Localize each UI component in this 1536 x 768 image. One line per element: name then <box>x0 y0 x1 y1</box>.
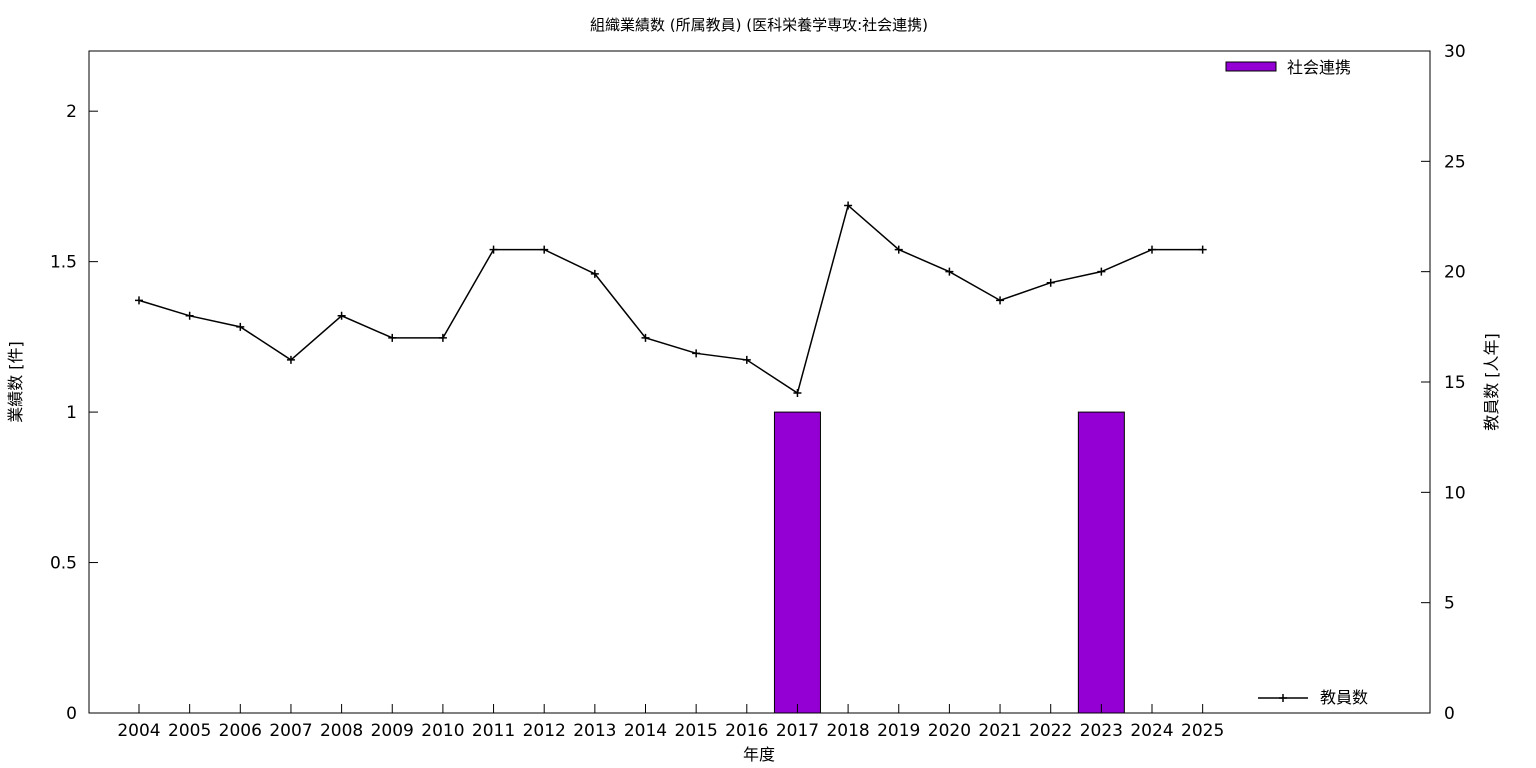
y2-tick-label: 15 <box>1444 373 1466 393</box>
point-marker <box>844 201 853 210</box>
x-tick-label: 2019 <box>877 721 920 741</box>
x-tick-label: 2006 <box>219 721 262 741</box>
point-marker <box>1097 267 1106 276</box>
x-tick-label: 2010 <box>421 721 464 741</box>
series-line <box>138 204 1203 395</box>
point-marker <box>489 245 498 254</box>
x-tick-label: 2023 <box>1080 721 1123 741</box>
point-marker <box>185 311 194 320</box>
point-marker <box>1148 245 1156 254</box>
x-tick-label: 2013 <box>573 721 616 741</box>
point-marker <box>742 355 751 364</box>
y2-tick-label: 0 <box>1444 704 1455 724</box>
x-tick-label: 2022 <box>1029 721 1072 741</box>
y2-tick-label: 20 <box>1444 263 1466 283</box>
point-marker <box>692 349 701 358</box>
x-tick-label: 2024 <box>1130 721 1173 741</box>
x-tick-label: 2009 <box>371 721 414 741</box>
point-marker <box>894 245 903 254</box>
x-tick-label: 2017 <box>776 721 819 741</box>
x-tick-label: 2012 <box>523 721 566 741</box>
point-marker <box>540 245 549 254</box>
point-marker <box>793 389 802 398</box>
point-marker <box>438 333 447 342</box>
point-marker <box>1198 245 1207 254</box>
x-axis-label: 年度 <box>743 745 775 764</box>
x-tick-label: 2025 <box>1181 721 1224 741</box>
point-marker <box>236 322 245 331</box>
point-marker <box>945 267 954 276</box>
x-tick-label: 2018 <box>826 721 869 741</box>
x-tick-label: 2004 <box>117 721 160 741</box>
chart-title: 組織業績数 (所属教員) (医科栄養学専攻:社会連携) <box>590 16 928 34</box>
y-tick-label: 2 <box>66 102 77 122</box>
y2-tick-label: 30 <box>1444 42 1466 62</box>
y-tick-label: 0.5 <box>50 554 77 574</box>
x-tick-label: 2020 <box>928 721 971 741</box>
x-tick-label: 2014 <box>624 721 667 741</box>
legend-swatch-bar <box>1225 61 1277 72</box>
y-tick-label: 1 <box>66 403 77 423</box>
legend-label-bar: 社会連携 <box>1287 58 1351 77</box>
x-tick-label: 2015 <box>675 721 718 741</box>
x-tick-label: 2021 <box>978 721 1021 741</box>
y2-tick-label: 10 <box>1444 483 1466 503</box>
point-marker <box>337 311 346 320</box>
legend-label-line: 教員数 <box>1320 688 1368 707</box>
plot-area <box>88 50 1431 714</box>
x-tick-label: 2016 <box>725 721 768 741</box>
point-marker <box>641 333 650 342</box>
bar <box>1077 411 1125 714</box>
x-tick-label: 2005 <box>168 721 211 741</box>
point-marker <box>135 296 143 305</box>
y2-tick-label: 25 <box>1444 152 1466 172</box>
plot-border <box>88 50 1431 714</box>
point-marker <box>1046 278 1055 287</box>
x-tick-label: 2008 <box>320 721 363 741</box>
point-marker <box>388 333 397 342</box>
x-tick-label: 2007 <box>269 721 312 741</box>
y2-axis-label: 教員数 [人年] <box>1482 333 1501 431</box>
point-marker <box>590 269 599 278</box>
y-tick-label: 0 <box>66 704 77 724</box>
legend-swatch-marker <box>1279 694 1287 702</box>
y-tick-label: 1.5 <box>50 253 77 273</box>
bar <box>773 411 821 714</box>
y-axis-label: 業績数 [件] <box>6 341 25 423</box>
line-series-group <box>135 201 1207 398</box>
bar-series-group <box>773 411 1125 714</box>
point-marker <box>996 296 1005 305</box>
x-tick-label: 2011 <box>472 721 515 741</box>
y2-tick-label: 5 <box>1444 594 1455 614</box>
point-marker <box>286 355 295 364</box>
